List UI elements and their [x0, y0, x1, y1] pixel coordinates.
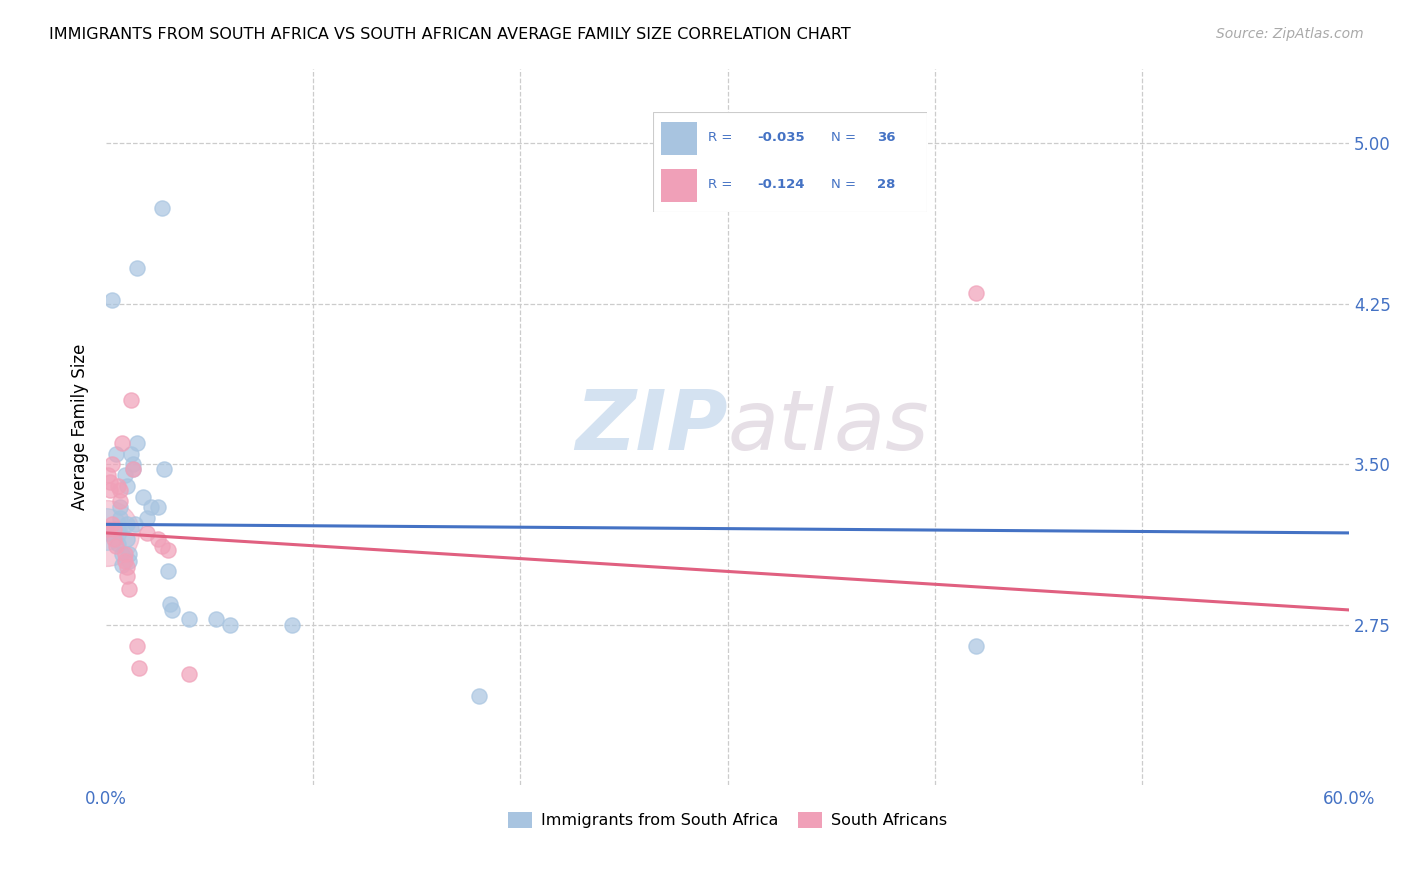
- Point: [115, 517, 138, 532]
- Point: [219, 618, 242, 632]
- Point: [150, 201, 173, 215]
- Point: [118, 547, 141, 561]
- Point: [120, 447, 142, 461]
- Point: [121, 458, 143, 472]
- Point: [157, 543, 180, 558]
- Point: [97, 525, 120, 540]
- Point: [110, 493, 132, 508]
- Text: atlas: atlas: [727, 386, 929, 467]
- Point: [107, 536, 129, 550]
- Point: [150, 539, 173, 553]
- Point: [141, 500, 163, 515]
- Point: [111, 436, 134, 450]
- Point: [94, 522, 117, 536]
- Point: [115, 533, 138, 547]
- Point: [153, 461, 176, 475]
- Point: [105, 447, 128, 461]
- Point: [107, 479, 129, 493]
- Point: [125, 260, 148, 275]
- Point: [124, 517, 146, 532]
- Point: [177, 667, 200, 681]
- Point: [101, 293, 124, 307]
- Point: [160, 603, 183, 617]
- Point: [115, 568, 138, 582]
- Point: [120, 393, 142, 408]
- Y-axis label: Average Family Size: Average Family Size: [72, 343, 89, 510]
- Point: [121, 461, 143, 475]
- Point: [125, 640, 148, 654]
- Point: [114, 547, 136, 561]
- Point: [110, 500, 132, 515]
- Point: [146, 500, 169, 515]
- Point: [118, 554, 141, 568]
- Point: [114, 468, 136, 483]
- Text: IMMIGRANTS FROM SOUTH AFRICA VS SOUTH AFRICAN AVERAGE FAMILY SIZE CORRELATION CH: IMMIGRANTS FROM SOUTH AFRICA VS SOUTH AF…: [49, 27, 851, 42]
- Point: [114, 554, 136, 568]
- Point: [281, 618, 304, 632]
- Point: [115, 560, 138, 574]
- Legend: Immigrants from South Africa, South Africans: Immigrants from South Africa, South Afri…: [502, 805, 953, 835]
- Point: [177, 611, 200, 625]
- Point: [204, 611, 226, 625]
- Point: [97, 468, 120, 483]
- Point: [136, 525, 159, 540]
- Point: [111, 547, 134, 561]
- Point: [121, 461, 143, 475]
- Point: [965, 286, 987, 301]
- Point: [107, 522, 129, 536]
- Point: [146, 533, 169, 547]
- Point: [105, 539, 128, 553]
- Point: [965, 640, 987, 654]
- Point: [468, 689, 491, 703]
- Point: [118, 582, 141, 596]
- Point: [101, 517, 124, 532]
- Point: [110, 511, 132, 525]
- Point: [115, 479, 138, 493]
- Point: [136, 511, 159, 525]
- Point: [111, 558, 134, 572]
- Point: [125, 436, 148, 450]
- Point: [101, 458, 124, 472]
- Point: [132, 490, 155, 504]
- Text: ZIP: ZIP: [575, 386, 727, 467]
- Point: [98, 475, 121, 489]
- Point: [159, 597, 181, 611]
- Point: [96, 522, 118, 536]
- Text: Source: ZipAtlas.com: Source: ZipAtlas.com: [1216, 27, 1364, 41]
- Point: [110, 483, 132, 497]
- Point: [98, 483, 121, 497]
- Point: [157, 565, 180, 579]
- Point: [103, 533, 125, 547]
- Point: [128, 661, 150, 675]
- Point: [103, 522, 125, 536]
- Point: [94, 525, 117, 540]
